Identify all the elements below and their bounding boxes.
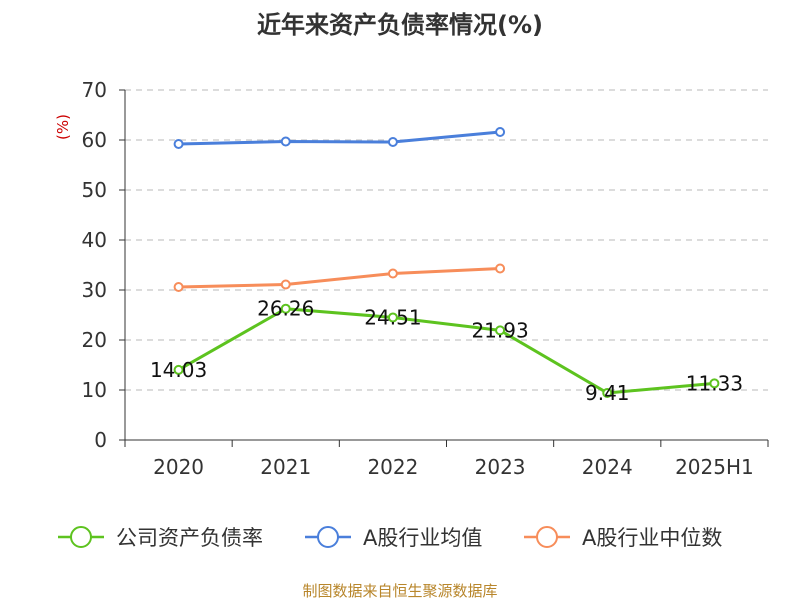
x-tick-labels: 2020 2021 2022 2023 2024 2025H1 [153, 455, 754, 479]
legend: 公司资产负债率 A股行业均值 A股行业中位数 [58, 526, 722, 550]
legend-marker-2 [536, 526, 558, 548]
legend-label-1: A股行业均值 [363, 526, 482, 550]
series-line-0 [177, 307, 715, 395]
legend-label-2: A股行业中位数 [582, 526, 722, 550]
y-tick-label-20: 20 [82, 328, 107, 352]
data-point-0-1 [280, 303, 291, 314]
data-point-0-0 [173, 364, 184, 375]
y-tick-label-0: 0 [94, 428, 107, 452]
data-point-2-1 [280, 279, 291, 290]
data-point-1-1 [280, 136, 291, 147]
y-tick-label-40: 40 [82, 228, 107, 252]
y-tick-label-50: 50 [82, 178, 107, 202]
data-point-2-0 [173, 282, 184, 292]
series-line-1 [178, 130, 501, 146]
legend-marker-1 [317, 526, 339, 548]
legend-marker-0 [70, 526, 92, 548]
data-point-1-0 [173, 139, 184, 149]
y-tick-label-60: 60 [82, 128, 107, 152]
legend-label-0: 公司资产负债率 [116, 526, 263, 550]
x-tick-label-2023: 2023 [475, 455, 526, 479]
data-point-1-3 [495, 127, 506, 137]
x-tick-label-2024: 2024 [582, 455, 633, 479]
data-label-0-0: 14.03 [150, 358, 207, 382]
x-tick-label-2025H1: 2025H1 [675, 455, 754, 479]
y-tick-label-70: 70 [82, 78, 107, 102]
chart-title: 近年来资产负债率情况(%) [257, 11, 543, 39]
data-point-0-3 [495, 325, 506, 336]
data-label-0-2: 24.51 [364, 305, 421, 329]
y-axis-unit-label: (%) [54, 114, 72, 140]
y-tick-label-30: 30 [82, 278, 107, 302]
data-label-0-3: 21.93 [471, 318, 528, 342]
data-label-0-5: 11.33 [686, 371, 743, 395]
series-lines: 14.03 26.26 24.51 21.93 9.41 11.33 [150, 127, 743, 405]
data-label-0-1: 26.26 [257, 297, 314, 321]
data-point-0-2 [387, 312, 398, 323]
grid-lines [125, 89, 768, 391]
data-point-1-2 [387, 137, 398, 147]
series-line-2 [178, 267, 501, 289]
x-tick-label-2022: 2022 [367, 455, 418, 479]
axes [119, 89, 769, 447]
y-tick-label-10: 10 [82, 378, 107, 402]
x-tick-label-2021: 2021 [260, 455, 311, 479]
data-point-2-2 [387, 268, 398, 279]
y-tick-labels: 0 10 20 30 40 50 60 70 [82, 78, 107, 452]
source-note: 制图数据来自恒生聚源数据库 [302, 582, 497, 600]
data-point-2-3 [495, 263, 506, 274]
data-point-0-5 [709, 378, 720, 389]
x-tick-label-2020: 2020 [153, 455, 204, 479]
data-label-0-4: 9.41 [585, 381, 630, 405]
data-point-0-4 [602, 387, 613, 398]
